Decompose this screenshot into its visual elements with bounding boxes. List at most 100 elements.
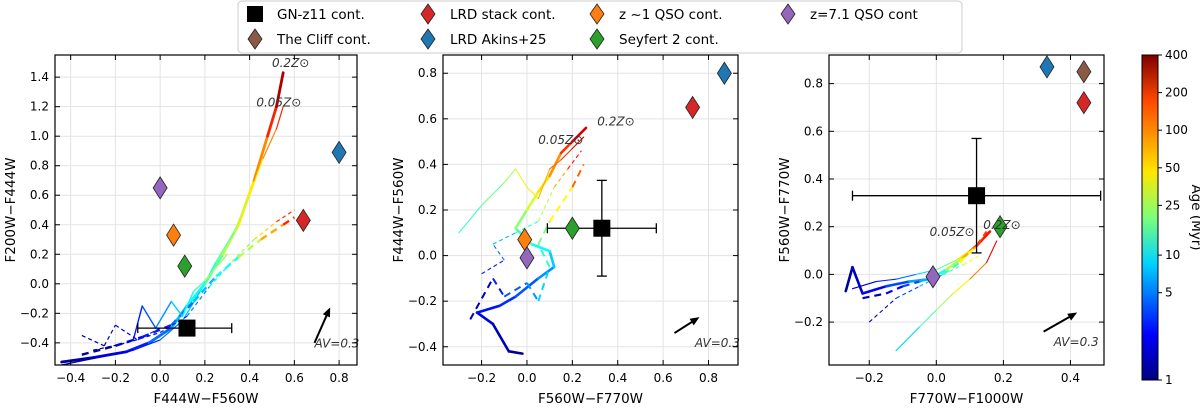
model-track — [895, 240, 998, 352]
marker-lrd-akins-25 — [331, 140, 347, 165]
track-segment — [844, 265, 854, 293]
y-tick-label: −0.4 — [20, 336, 49, 350]
track-segment — [537, 266, 551, 302]
track-segment — [170, 300, 184, 317]
axes-frame — [54, 54, 358, 366]
track-segment — [208, 261, 233, 288]
marker-z-7-1-qso-cont — [152, 176, 168, 200]
plot-area — [458, 61, 732, 355]
colorbar-tick-label: 200 — [1165, 86, 1188, 100]
track-segment — [115, 335, 143, 347]
legend-item: LRD Akins+25 — [420, 28, 546, 50]
track-segment — [221, 223, 240, 256]
y-tick-label: −0.2 — [794, 315, 823, 329]
x-tick-label: −0.4 — [56, 371, 85, 385]
legend-item: z=7.1 QSO cont — [780, 3, 918, 25]
colorbar-tick-label: 50 — [1165, 161, 1180, 175]
legend-diamond-icon — [420, 3, 436, 25]
x-axis-label: F560W−F770W — [538, 391, 643, 407]
legend-diamond-icon — [247, 28, 263, 50]
track-segment — [503, 168, 517, 184]
y-tick-label: 0.8 — [418, 66, 437, 80]
track-segment — [492, 243, 505, 261]
model-track — [61, 106, 284, 365]
track-segment — [935, 292, 954, 311]
track-segment — [851, 280, 877, 290]
reddening-arrowhead — [322, 307, 331, 318]
track-segment — [851, 265, 864, 295]
reddening-arrowhead — [1067, 312, 1078, 321]
track-segment — [192, 275, 217, 303]
track-segment — [571, 163, 585, 188]
track-segment — [526, 282, 540, 302]
track-segment — [507, 350, 524, 355]
x-axis-label: F770W−F1000W — [910, 391, 1024, 407]
track-segment — [192, 280, 206, 292]
track-segment — [491, 322, 511, 353]
colorbar: 1 5 10 25 50 100 200 400 Age (Myr) — [1141, 48, 1200, 387]
y-tick-label: 0.0 — [30, 277, 49, 291]
track-segment — [186, 286, 210, 317]
model-track — [481, 150, 582, 275]
track-segment — [537, 220, 551, 245]
y-tick-label: 0.2 — [804, 220, 823, 234]
track-segment — [526, 186, 539, 200]
marker-seyfert-2-cont — [564, 216, 580, 240]
track-segment — [514, 277, 540, 298]
x-tick-label: 0.8 — [330, 371, 349, 385]
marker-lrd-stack-cont — [295, 208, 311, 233]
track-segment — [81, 334, 105, 347]
track-segment — [275, 71, 285, 109]
model-track — [81, 216, 296, 356]
track-segment — [875, 278, 897, 283]
y-tick-label: 1.2 — [30, 100, 49, 114]
x-tick-label: −0.2 — [101, 371, 130, 385]
track-segment — [530, 242, 551, 253]
colorbar-tick-label: 25 — [1165, 198, 1180, 212]
track-segment — [537, 186, 555, 222]
plot-area — [844, 55, 1102, 352]
track-segment — [475, 304, 502, 314]
track-segment — [548, 249, 556, 269]
model-track — [132, 253, 228, 341]
x-tick-label: 0.2 — [195, 371, 214, 385]
track-segment — [237, 238, 262, 259]
model-track — [458, 136, 585, 234]
track-segment — [515, 168, 528, 188]
x-tick-label: 0.0 — [517, 371, 536, 385]
marker-z-1-qso-cont — [166, 223, 182, 247]
track-segment — [918, 309, 937, 328]
colorbar-label: Age (Myr) — [1188, 184, 1200, 250]
track-segment — [492, 232, 516, 245]
marker-lrd-stack-cont — [1076, 90, 1092, 115]
track-segment — [548, 186, 574, 222]
track-segment — [253, 221, 277, 240]
track-segment — [567, 150, 582, 170]
track-segment — [868, 297, 897, 323]
track-segment — [962, 254, 981, 266]
track-segment — [492, 277, 506, 298]
track-segment — [503, 282, 528, 298]
y-tick-label: 0.4 — [804, 172, 823, 186]
legend-label: z=7.1 QSO cont — [810, 7, 918, 23]
track-segment — [952, 278, 971, 295]
metallicity-label: 0.05Z⊙ — [538, 133, 583, 147]
track-segment — [252, 134, 269, 182]
legend: GN-z11 cont. The Cliff cont. LRD stack con… — [237, 0, 963, 54]
model-track — [868, 254, 981, 323]
axes-frame — [828, 54, 1105, 366]
x-tick-label: 0.4 — [240, 371, 259, 385]
y-tick-label: 0.8 — [804, 77, 823, 91]
marker-seyfert-2-cont — [992, 214, 1008, 239]
track-segment — [935, 259, 957, 271]
y-tick-label: 0.6 — [804, 124, 823, 138]
x-tick-label: 0.4 — [608, 371, 627, 385]
y-tick-label: 1.0 — [30, 129, 49, 143]
marker-the-cliff-cont — [1076, 59, 1092, 84]
track-segment — [141, 305, 157, 329]
legend-square-icon — [247, 6, 263, 22]
legend-label: The Cliff cont. — [276, 32, 371, 48]
legend-item: z ~1 QSO cont. — [589, 3, 723, 25]
metallicity-label: 0.05Z⊙ — [930, 225, 975, 239]
track-segment — [260, 223, 284, 241]
